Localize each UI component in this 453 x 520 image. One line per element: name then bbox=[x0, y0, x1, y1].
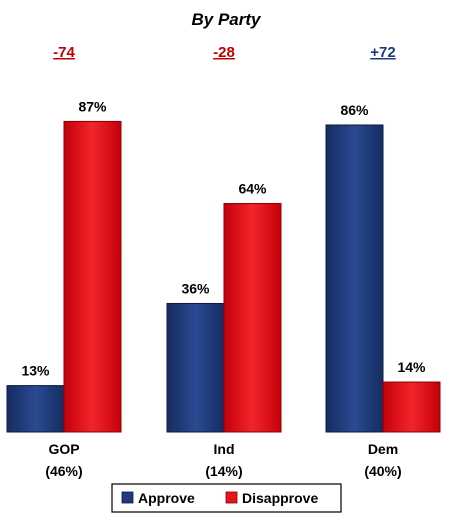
legend-swatch-approve bbox=[121, 491, 134, 504]
bar-disapprove-dem bbox=[382, 381, 441, 433]
legend: Approve Disapprove bbox=[111, 483, 342, 513]
chart-title: By Party bbox=[192, 10, 263, 29]
legend-label-approve: Approve bbox=[138, 490, 195, 506]
net-label-gop: -74 bbox=[53, 44, 75, 61]
category-label-dem: Dem bbox=[368, 441, 398, 457]
net-label-dem: +72 bbox=[370, 44, 395, 61]
labels-group: -74 13% 87% GOP (46%) -28 36% 64% Ind (14%) +72 86%… bbox=[21, 44, 426, 479]
data-label-approve-gop: 13% bbox=[21, 363, 50, 379]
legend-swatch-disapprove bbox=[225, 491, 238, 504]
data-label-disapprove-dem: 14% bbox=[397, 359, 426, 375]
data-label-disapprove-ind: 64% bbox=[238, 181, 267, 197]
category-label-ind: Ind bbox=[214, 441, 235, 457]
bar-approve-gop bbox=[6, 385, 65, 433]
net-label-ind: -28 bbox=[213, 44, 235, 61]
data-label-approve-dem: 86% bbox=[340, 102, 369, 118]
category-sublabel-dem: (40%) bbox=[364, 463, 401, 479]
bar-disapprove-gop bbox=[63, 120, 122, 433]
bar-approve-ind bbox=[166, 302, 225, 433]
data-label-approve-ind: 36% bbox=[181, 280, 210, 296]
bar-approve-dem bbox=[325, 124, 384, 433]
category-sublabel-ind: (14%) bbox=[205, 463, 242, 479]
category-sublabel-gop: (46%) bbox=[45, 463, 82, 479]
bar-disapprove-ind bbox=[223, 203, 282, 433]
legend-label-disapprove: Disapprove bbox=[242, 490, 318, 506]
data-label-disapprove-gop: 87% bbox=[78, 98, 107, 114]
bars-group bbox=[6, 120, 441, 433]
category-label-gop: GOP bbox=[48, 441, 79, 457]
